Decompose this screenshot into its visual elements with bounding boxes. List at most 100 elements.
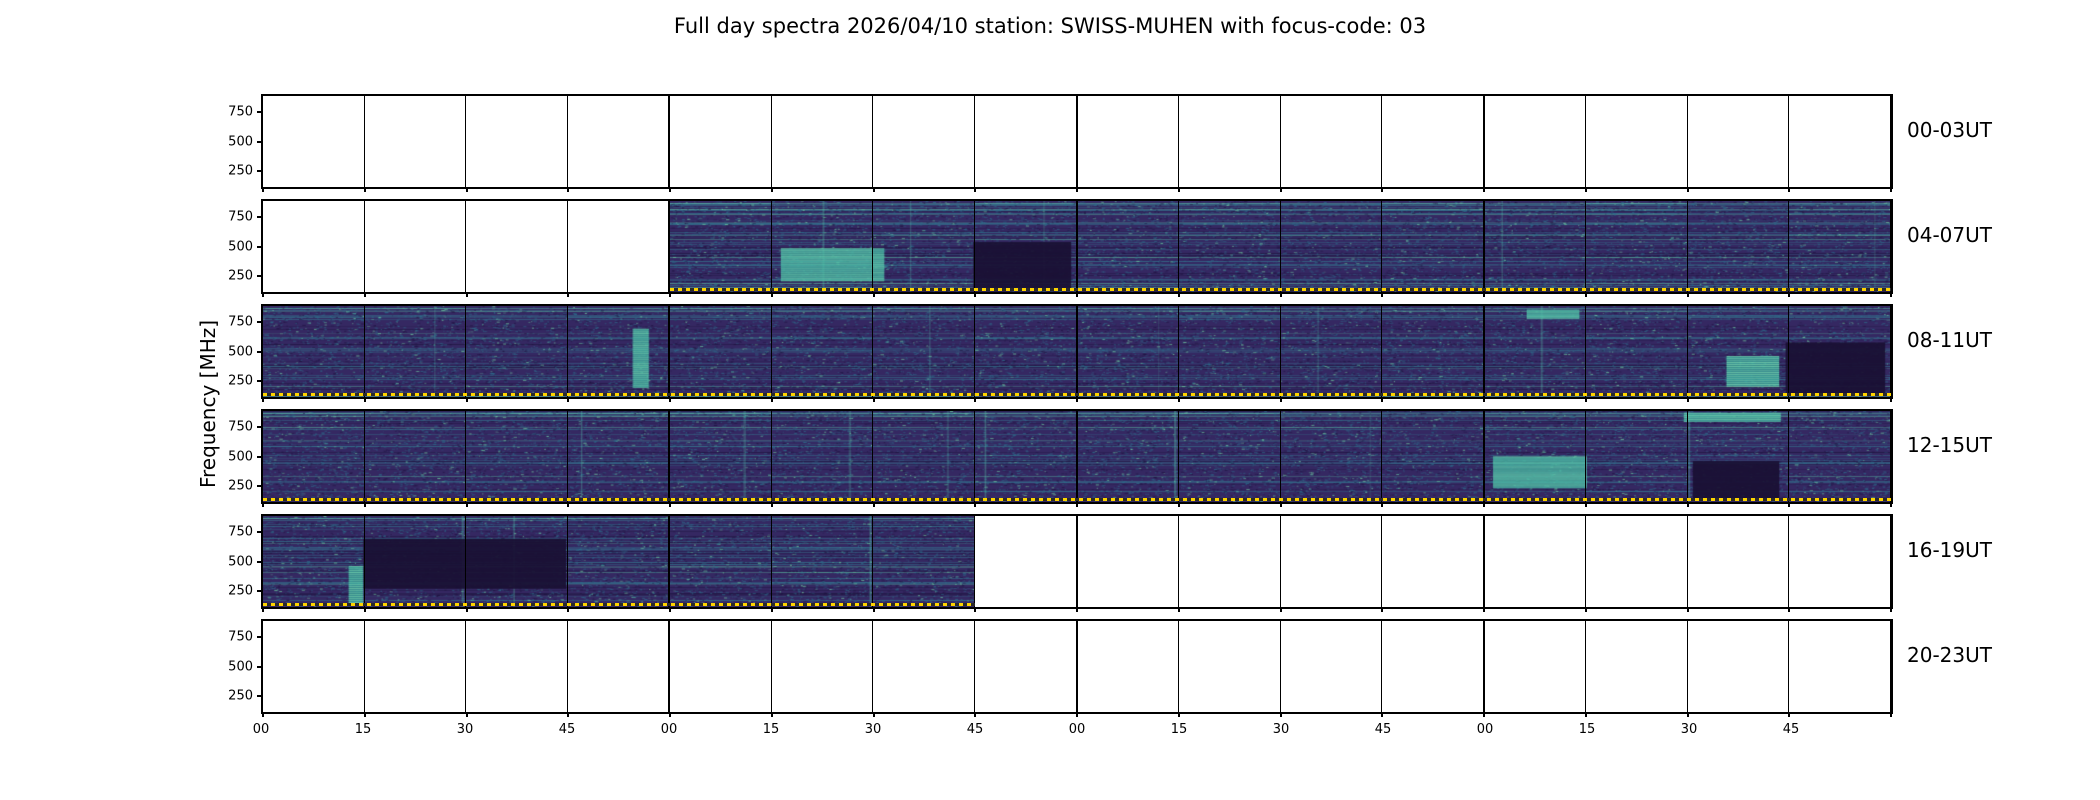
- x-tick-mark: [1076, 187, 1078, 192]
- spectrogram-segment: [263, 201, 365, 292]
- spectrogram-canvas: [1280, 306, 1382, 397]
- spectrogram-segment: [1586, 411, 1688, 502]
- x-tick-mark: [363, 502, 366, 507]
- x-tick-mark: [974, 502, 977, 507]
- spectrogram-canvas: [466, 516, 567, 607]
- spectrogram-canvas: [1484, 201, 1586, 292]
- y-tick-label: 250: [228, 373, 253, 389]
- spectrogram-canvas: [263, 516, 364, 607]
- spectrogram-segment: [1484, 201, 1587, 292]
- x-tick-mark: [567, 292, 570, 297]
- x-tick-mark: [1483, 397, 1485, 402]
- x-tick-mark: [1279, 292, 1282, 297]
- spectrogram-canvas: [670, 201, 771, 292]
- spectrogram-canvas: [263, 306, 364, 397]
- y-tick-label: 250: [228, 268, 253, 284]
- spectrogram-segment: [670, 411, 772, 502]
- x-tick-mark: [465, 397, 468, 402]
- x-tick-mark: [1686, 607, 1689, 612]
- spectrogram-canvas: [1687, 411, 1789, 502]
- x-tick-mark: [770, 292, 773, 297]
- spectrogram-segment: [466, 516, 568, 607]
- x-tick-mark: [262, 712, 264, 717]
- spectrogram-segment: [1586, 201, 1688, 292]
- spectrogram-segment: [1382, 201, 1485, 292]
- time-marker-dotted-line: [263, 393, 1891, 396]
- spectrogram-segment: [1179, 201, 1281, 292]
- y-tick-mark: [257, 694, 263, 697]
- x-tick-mark: [1381, 712, 1384, 717]
- spectrogram-segment: [364, 96, 467, 187]
- time-marker-dotted-line: [263, 498, 1891, 501]
- y-tick-mark: [257, 245, 263, 248]
- spectrogram-canvas: [1586, 201, 1687, 292]
- spectrogram-segment: [1687, 96, 1790, 187]
- y-axis-label: Frequency [MHz]: [196, 319, 220, 489]
- spectrogram-canvas: [466, 306, 567, 397]
- spectrogram-canvas: [873, 201, 974, 292]
- x-tick-mark: [1483, 187, 1485, 192]
- spectrogram-segment: [466, 411, 568, 502]
- spectrogram-segment: [873, 201, 975, 292]
- spectrogram-segment: [1382, 516, 1485, 607]
- spectrogram-segment: [974, 411, 1078, 502]
- y-tick-label: 500: [228, 554, 253, 569]
- x-tick-mark: [1890, 397, 1892, 402]
- x-tick-mark: [363, 712, 366, 717]
- x-tick-mark: [363, 292, 366, 297]
- x-tick-label: 15: [354, 722, 372, 737]
- spectrogram-segment: [771, 516, 874, 607]
- spectrogram-canvas: [771, 201, 873, 292]
- spectrogram-canvas: [364, 306, 466, 397]
- spectrogram-canvas: [1280, 201, 1382, 292]
- x-tick-mark: [1279, 607, 1282, 612]
- spectrogram-segment: [1280, 306, 1383, 397]
- spectrogram-segment: [670, 516, 772, 607]
- y-tick-label: 750: [228, 629, 253, 645]
- spectrogram-canvas: [1077, 306, 1179, 397]
- time-marker-dotted-line: [263, 603, 976, 606]
- x-tick-label: 00: [660, 722, 678, 737]
- spectrogram-segment: [974, 306, 1078, 397]
- x-tick-mark: [770, 502, 773, 507]
- x-tick-mark: [1788, 712, 1791, 717]
- spectra-row: 04-07UT 750 500 250: [228, 199, 1992, 297]
- spectrogram-segment: [1382, 96, 1485, 187]
- y-tick-label: 250: [228, 688, 253, 704]
- spectra-row: 00-03UT 750 500 250: [228, 94, 1992, 192]
- x-tick-mark: [567, 397, 570, 402]
- spectrogram-canvas: [1586, 306, 1687, 397]
- spectrogram-canvas: [1586, 411, 1687, 502]
- x-tick-mark: [1584, 607, 1587, 612]
- x-tick-label: 30: [456, 722, 474, 737]
- spectrogram-segment: [974, 201, 1078, 292]
- x-tick-mark: [1788, 187, 1791, 192]
- spectrogram-canvas: [1484, 306, 1586, 397]
- x-tick-mark: [567, 187, 570, 192]
- x-tick-mark: [1381, 187, 1384, 192]
- x-tick-mark: [1177, 712, 1180, 717]
- x-tick-mark: [262, 292, 264, 297]
- spectrogram-segment: [1077, 96, 1180, 187]
- spectrogram-segment: [873, 96, 975, 187]
- spectrogram-canvas: [1382, 411, 1483, 502]
- x-tick-mark: [1584, 292, 1587, 297]
- spectrogram-segment: [1077, 201, 1180, 292]
- spectra-row: 12-15UT 750 500 250: [228, 409, 1992, 507]
- x-tick-mark: [1076, 397, 1078, 402]
- spectrogram-canvas: [974, 306, 1076, 397]
- x-tick-mark: [1890, 292, 1892, 297]
- spectrogram-segment: [567, 411, 671, 502]
- x-tick-label: 30: [1272, 722, 1290, 737]
- x-tick-mark: [1686, 187, 1689, 192]
- x-tick-mark: [363, 397, 366, 402]
- spectrogram-canvas: [1789, 201, 1890, 292]
- spectrogram-segment: [771, 621, 874, 712]
- y-tick-mark: [257, 484, 263, 487]
- x-tick-mark: [567, 607, 570, 612]
- x-tick-mark: [1076, 292, 1078, 297]
- x-tick-label: 30: [1680, 722, 1698, 737]
- y-tick-label: 250: [228, 583, 253, 599]
- spectrogram-canvas: [466, 411, 567, 502]
- spectrogram-segment: [771, 96, 874, 187]
